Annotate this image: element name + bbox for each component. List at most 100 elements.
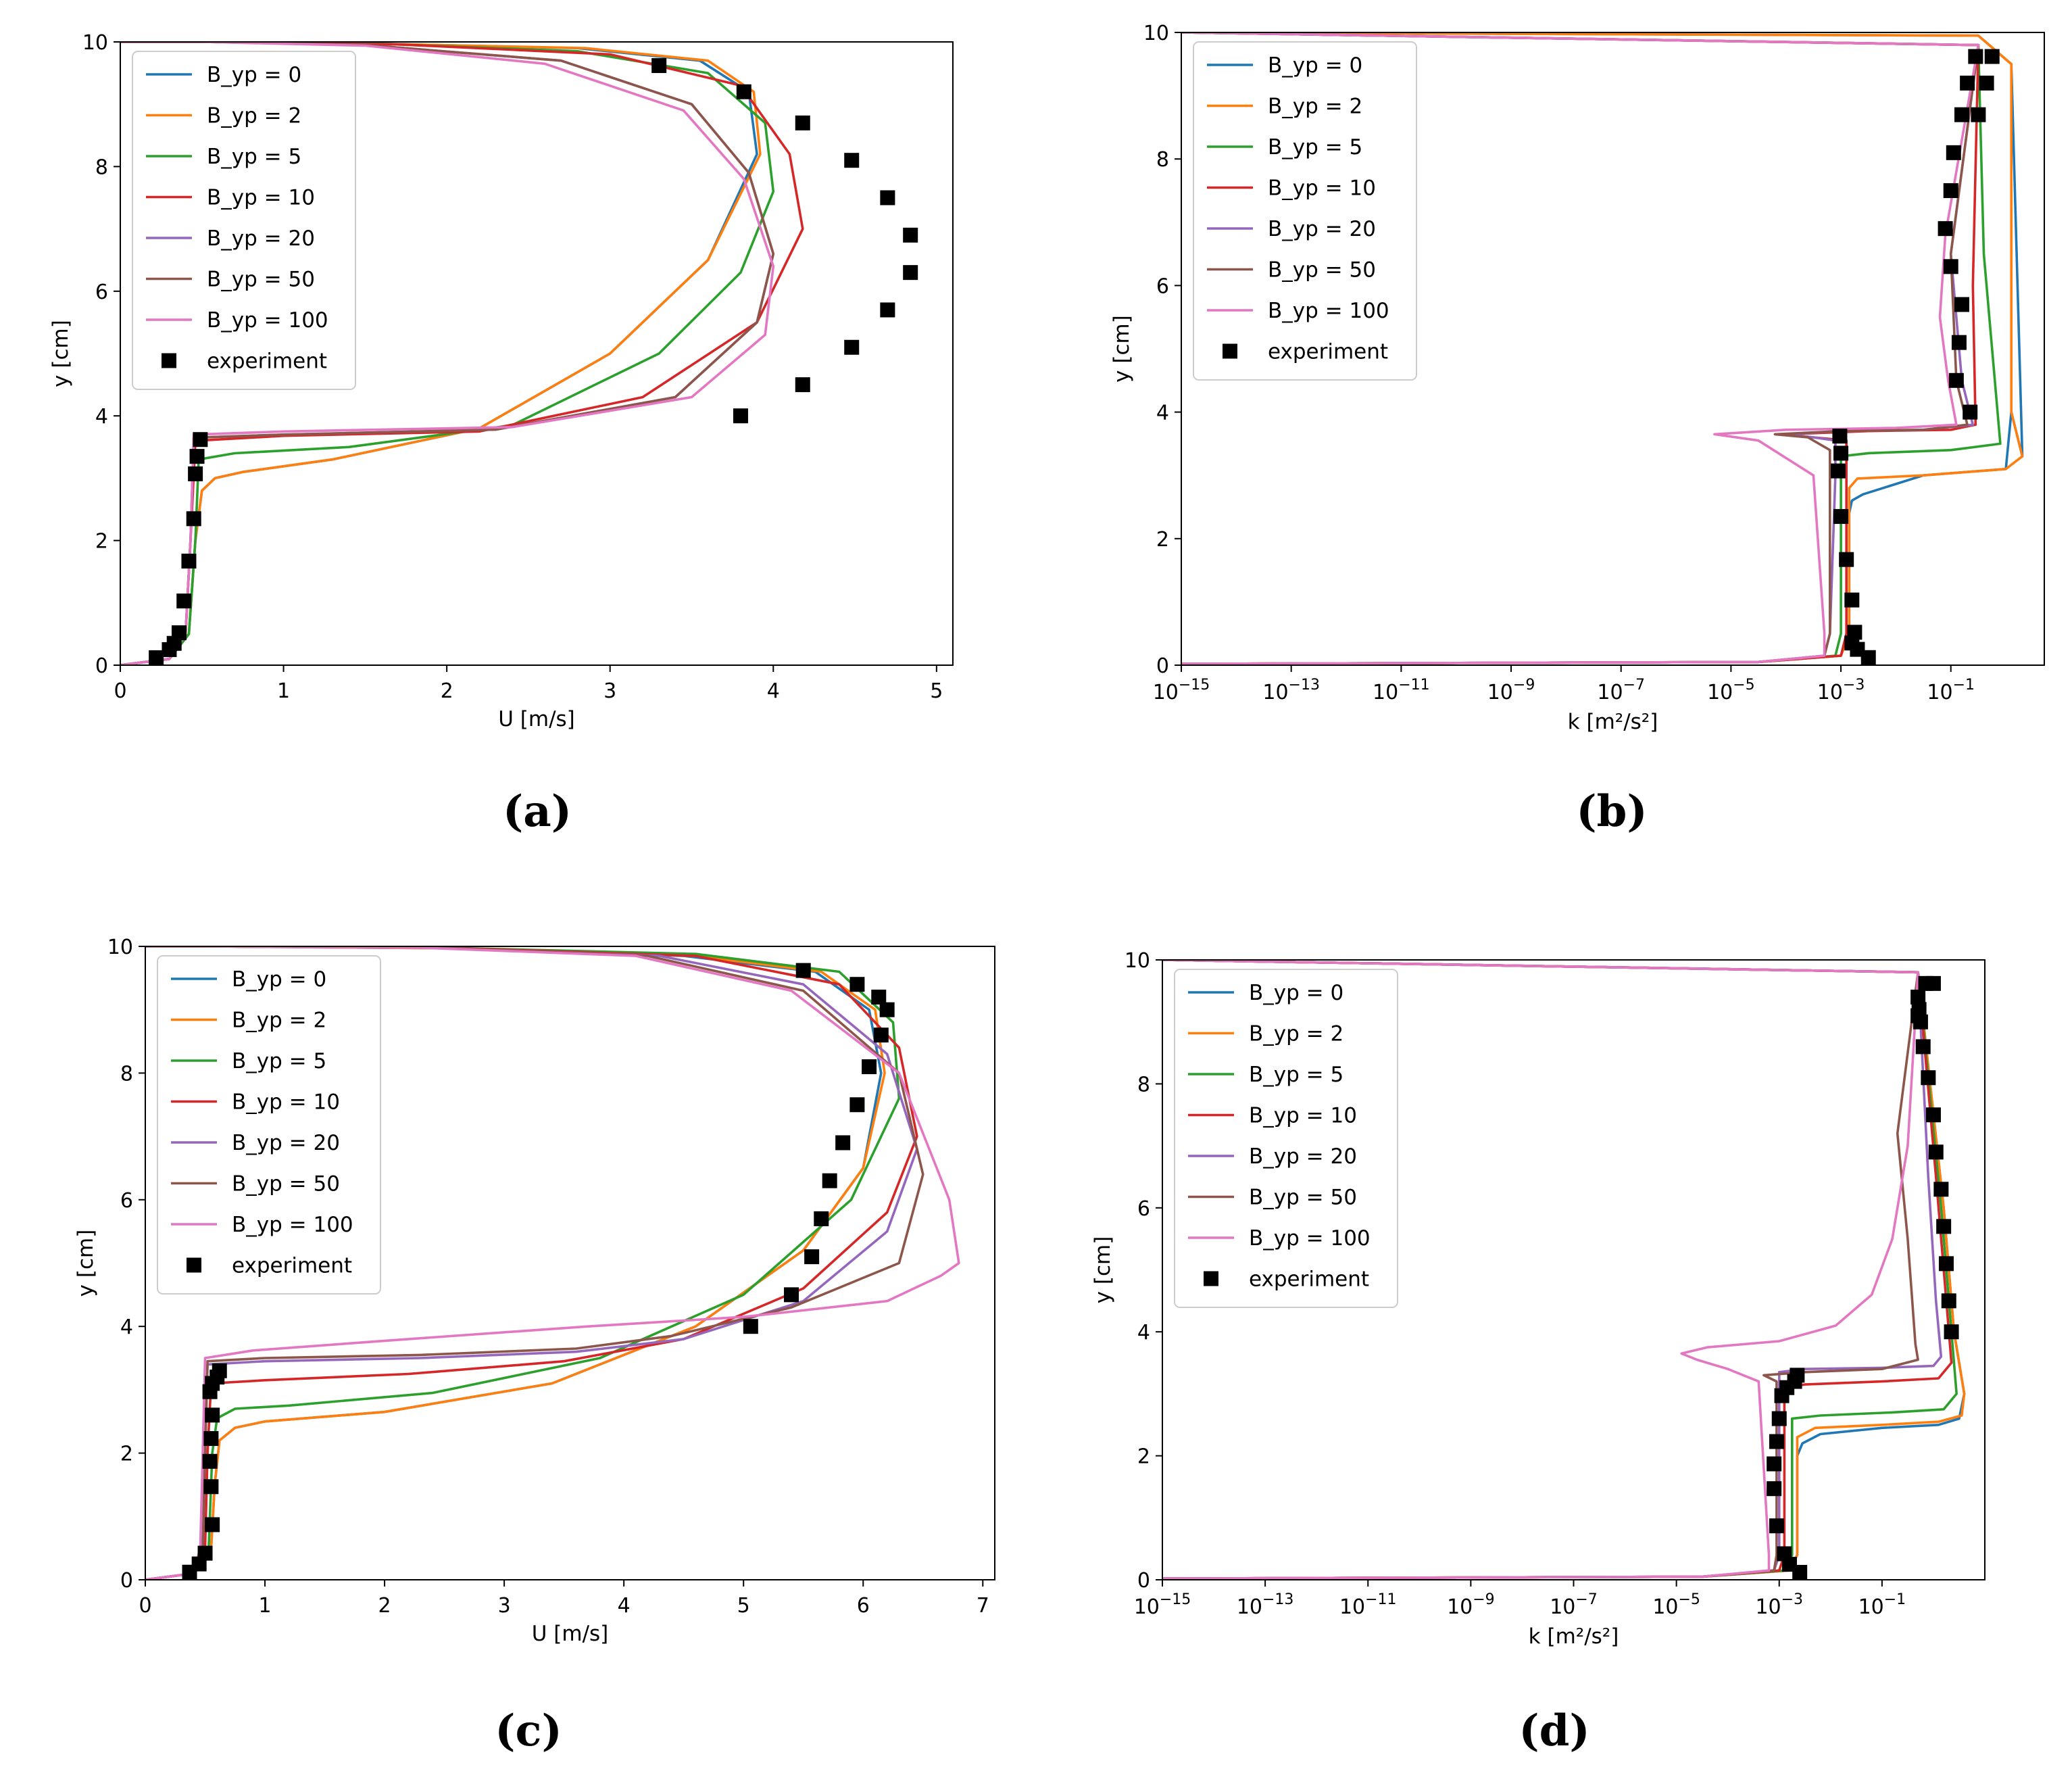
experiment-marker [1936,1219,1952,1234]
experiment-marker [212,1363,227,1378]
legend-label: experiment [232,1254,352,1278]
y-tick-label: 0 [95,654,108,678]
legend-marker [162,353,176,368]
legend-label: B_yp = 100 [1268,299,1389,323]
legend-box [157,955,381,1295]
experiment-marker [1941,1293,1956,1309]
experiment-marker [171,625,187,641]
y-tick-label: 10 [1125,949,1150,973]
y-tick-label: 2 [1137,1445,1150,1469]
legend-label: B_yp = 20 [232,1131,340,1155]
x-tick-label: 10−11 [1339,1591,1397,1619]
experiment-marker [880,190,895,205]
series-lines [1181,32,2024,665]
legend-label: B_yp = 100 [207,308,328,333]
experiment-marker [873,1027,889,1043]
panel-caption: (d) [1519,1706,1589,1756]
experiment-marker [1777,1546,1792,1562]
x-tick-label: 10−5 [1652,1591,1700,1619]
y-tick-label: 2 [95,530,108,554]
experiment-marker [871,989,887,1005]
legend-box [1174,969,1398,1308]
experiment-marker [880,302,895,318]
y-tick-label: 8 [1156,148,1169,172]
x-tick-label: 10−1 [1858,1591,1906,1619]
legend-label: B_yp = 2 [207,104,301,128]
x-tick-label: 4 [767,679,780,703]
x-tick-label: 3 [603,679,616,703]
legend-label: B_yp = 20 [207,226,315,251]
series-line [1181,32,1980,665]
legend-label: B_yp = 10 [232,1090,340,1115]
experiment-marker [822,1173,837,1188]
x-axis-label: k [m²/s²] [1568,710,1658,734]
y-tick-label: 4 [1137,1321,1150,1345]
x-tick-label: 6 [857,1594,870,1618]
axes-frame [120,41,954,666]
x-tick-label: 2 [441,679,453,703]
y-tick-label: 0 [1137,1569,1150,1593]
x-tick-label: 0 [114,679,126,703]
experiment-marker [186,511,201,527]
experiment-marker [1954,107,1969,122]
x-tick-label: 10−3 [1755,1591,1803,1619]
x-axis-label: U [m/s] [532,1622,609,1646]
x-tick-label: 10−9 [1487,677,1535,704]
experiment-markers [149,58,918,665]
x-tick-label: 10−9 [1447,1591,1495,1619]
experiment-marker [193,432,208,448]
experiment-marker [1925,975,1941,991]
x-tick-label: 10−15 [1153,677,1210,704]
experiment-marker [1790,1368,1805,1383]
experiment-marker [188,466,203,481]
axes-frame [1181,32,2045,666]
experiment-marker [736,84,751,99]
panel-caption: (a) [503,786,572,837]
experiment-marker [1938,221,1953,237]
legend-label: B_yp = 5 [1249,1063,1343,1087]
x-tick-label: 10−15 [1134,1591,1191,1619]
experiment-marker [784,1287,799,1303]
legend-label: B_yp = 2 [1249,1022,1343,1046]
experiment-marker [1954,297,1969,312]
legend-label: B_yp = 0 [1268,53,1362,78]
legend: B_yp = 0 B_yp = 2 B_yp = 5 B_yp = 10 B_yp = … [157,955,381,1295]
x-tick-label: 10−13 [1262,677,1320,704]
y-axis-label: y [cm] [74,1230,98,1297]
legend-label: B_yp = 20 [1249,1144,1357,1169]
legend-marker [1223,343,1237,359]
experiment-marker [1769,1518,1784,1534]
y-tick-label: 10 [1143,22,1169,45]
legend-label: B_yp = 10 [1249,1104,1357,1128]
experiment-marker [862,1059,877,1075]
y-tick-label: 8 [95,155,108,179]
y-tick-label: 8 [1137,1073,1150,1096]
experiment-marker [1948,372,1964,388]
experiment-marker [903,227,918,243]
panel-caption: (c) [495,1706,562,1756]
series-line [145,946,901,1580]
legend-label: B_yp = 0 [232,967,326,992]
experiment-marker [202,1453,218,1469]
experiment-marker [795,115,810,130]
experiment-markers [1767,975,1959,1580]
legend-label: B_yp = 10 [1268,176,1376,201]
y-tick-label: 6 [1156,274,1169,298]
legend-label: experiment [1268,340,1388,364]
x-tick-label: 2 [378,1594,391,1618]
experiment-marker [1844,592,1860,608]
legend: B_yp = 0 B_yp = 2 B_yp = 5 B_yp = 10 B_yp = … [132,51,356,390]
legend-label: B_yp = 50 [207,268,315,292]
series-line [145,946,960,1580]
y-tick-label: 6 [1137,1197,1150,1221]
experiment-marker [1968,49,1983,64]
experiment-marker [743,1319,758,1334]
experiment-marker [1984,49,2000,64]
experiment-marker [1769,1434,1784,1449]
experiment-marker [804,1249,820,1265]
x-tick-label: 10−1 [1927,677,1975,704]
y-tick-label: 6 [95,281,108,304]
y-tick-label: 4 [95,405,108,429]
experiment-marker [1832,429,1848,444]
experiment-marker [1771,1411,1787,1426]
